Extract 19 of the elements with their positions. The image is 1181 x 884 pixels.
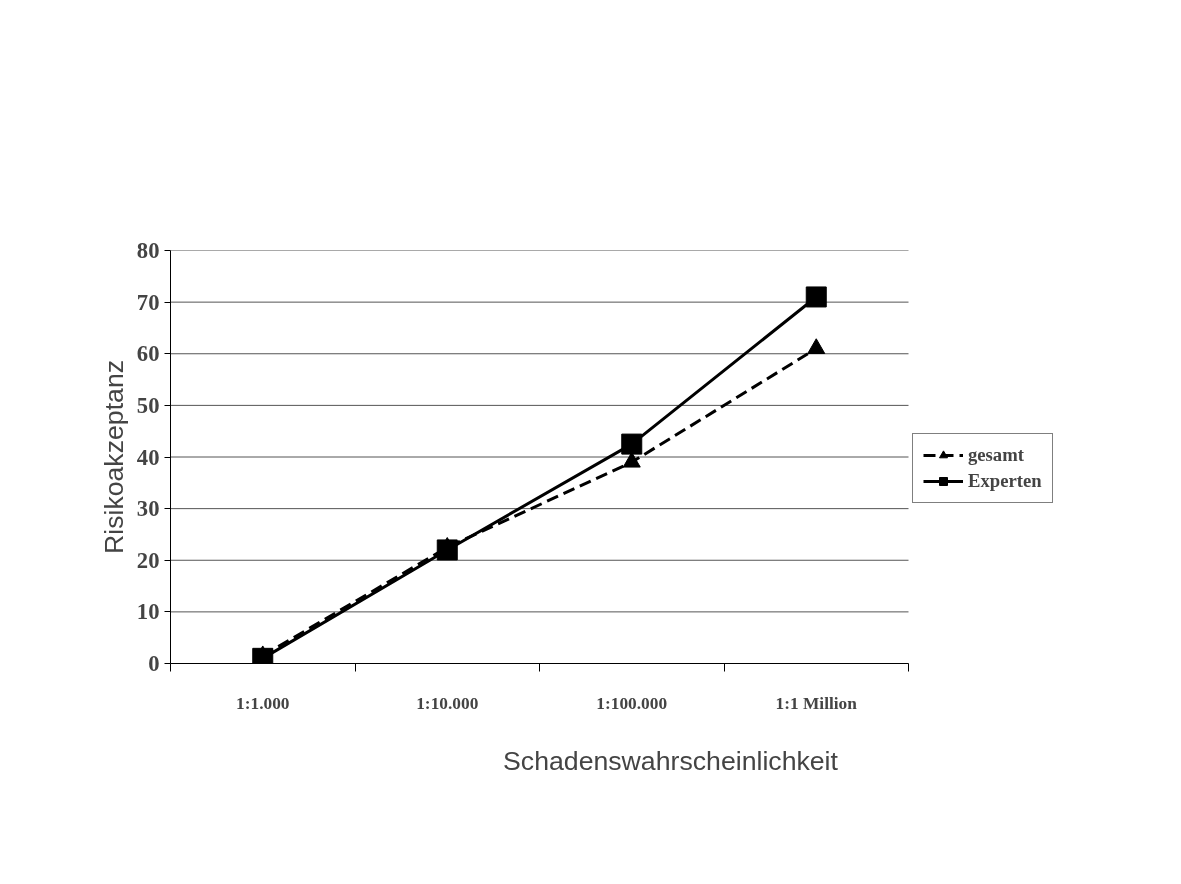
legend-label: gesamt [968, 444, 1024, 466]
x-tick-label: 1:1.000 [236, 693, 290, 713]
x-tick-label: 1:100.000 [596, 693, 668, 713]
x-tick-label: 1:1 Million [775, 693, 858, 713]
y-tick-label: 60 [136, 341, 160, 367]
y-tick-label: 70 [136, 289, 160, 315]
legend-label: Experten [968, 470, 1042, 492]
y-tick-label: 40 [136, 444, 160, 470]
point [621, 433, 643, 455]
y-tick-label: 10 [136, 599, 160, 625]
y-tick-label: 30 [136, 496, 160, 522]
y-tick-label: 50 [136, 392, 160, 418]
y-tick-label: 0 [148, 651, 160, 676]
x-axis-title: Schadenswahrscheinlichkeit [503, 745, 839, 776]
y-tick-label: 20 [136, 547, 160, 573]
y-tick-label: 80 [136, 238, 160, 263]
y-axis-title: Risikoakzeptanz [98, 359, 129, 555]
point [805, 286, 827, 308]
x-tick-label: 1:10.000 [416, 693, 479, 713]
